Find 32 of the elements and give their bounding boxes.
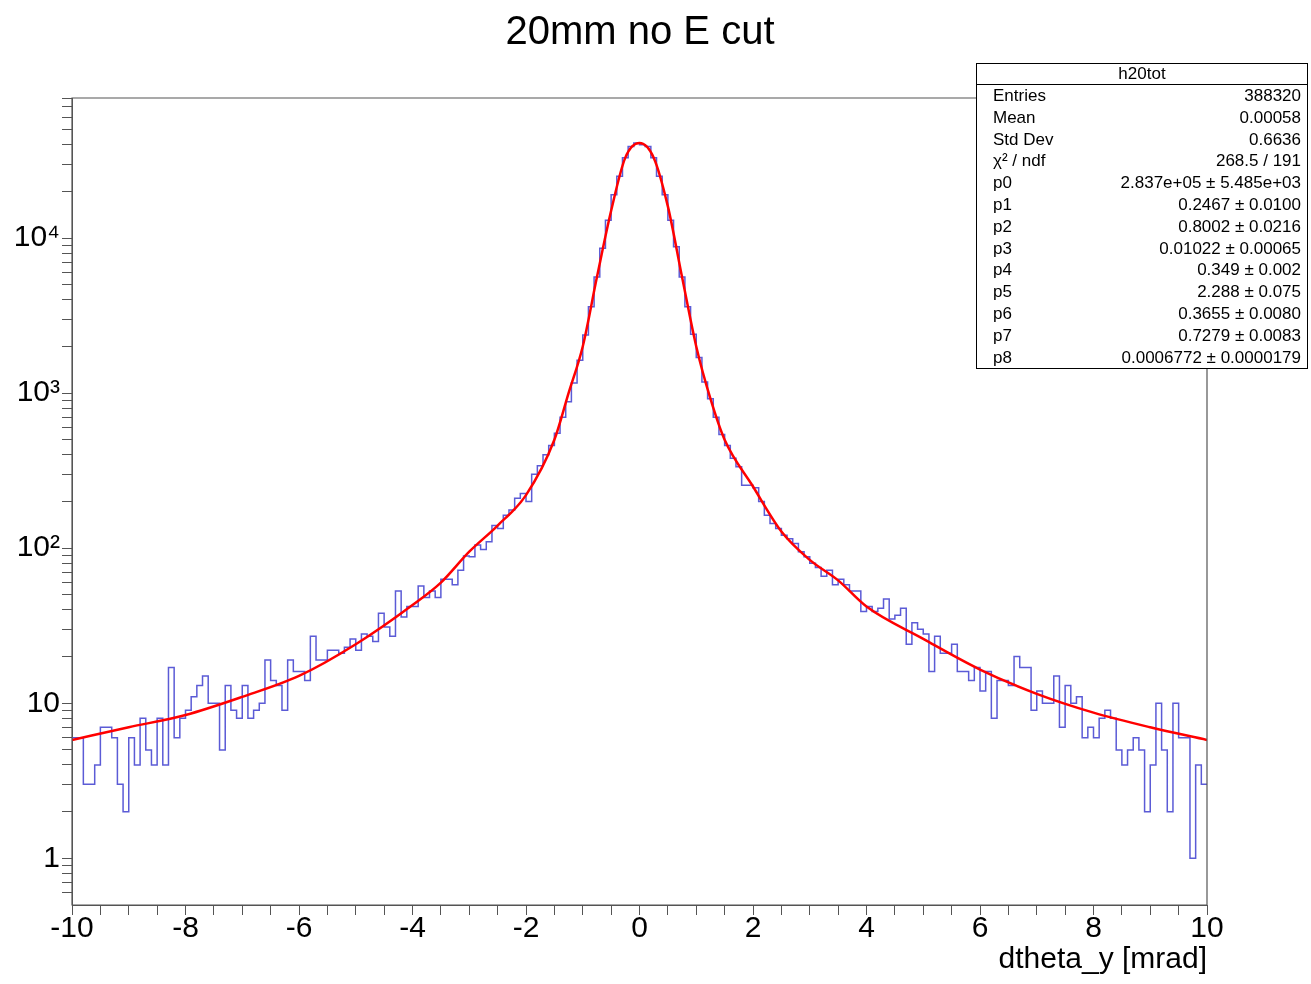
text: p1 0.2467 ± 0.0100 — [993, 194, 1301, 214]
text: p3 0.01022 ± 0.00065 — [993, 238, 1301, 258]
x-tick-label: 4 — [858, 910, 875, 944]
text: χ² / ndf 268.5 / 191 — [993, 151, 1301, 171]
y-tick-label: 10³ — [16, 374, 61, 408]
text: p0 2.837e+05 ± 5.485e+03 — [993, 173, 1301, 193]
y-tick-label: 10² — [16, 529, 61, 563]
text: p7 0.7279 ± 0.0083 — [993, 325, 1301, 345]
x-tick-label: -8 — [172, 910, 199, 944]
text: Mean 0.00058 — [993, 107, 1301, 127]
text: Std Dev 0.6636 — [993, 129, 1301, 149]
text: p2 0.8002 ± 0.0216 — [993, 216, 1301, 236]
text: p4 0.349 ± 0.002 — [993, 260, 1301, 280]
x-tick-label: 10 — [1190, 910, 1224, 944]
text: p8 0.0006772 ± 0.0000179 — [993, 347, 1301, 367]
x-tick-label: -2 — [512, 910, 540, 944]
x-tick-label: 8 — [1085, 910, 1102, 944]
text: h20tot — [977, 64, 1307, 85]
x-tick-label: 6 — [971, 910, 989, 944]
text: Entries 388320 — [993, 86, 1301, 105]
y-tick-label: 10 — [26, 684, 60, 718]
x-tick-label: -4 — [399, 910, 426, 944]
y-tick-label: 10⁴ — [13, 219, 60, 253]
text: p6 0.3655 ± 0.0080 — [993, 303, 1301, 323]
x-tick-label: 2 — [744, 910, 762, 944]
text: p5 2.288 ± 0.075 — [993, 282, 1301, 302]
x-axis-title: dtheta_y [mrad] — [998, 941, 1207, 975]
chart-title: 20mm no E cut — [505, 8, 775, 53]
x-tick-label: 0 — [631, 910, 648, 944]
x-tick-label: -10 — [50, 910, 94, 944]
x-tick-label: -6 — [285, 910, 313, 944]
y-tick-label: 1 — [43, 839, 60, 873]
